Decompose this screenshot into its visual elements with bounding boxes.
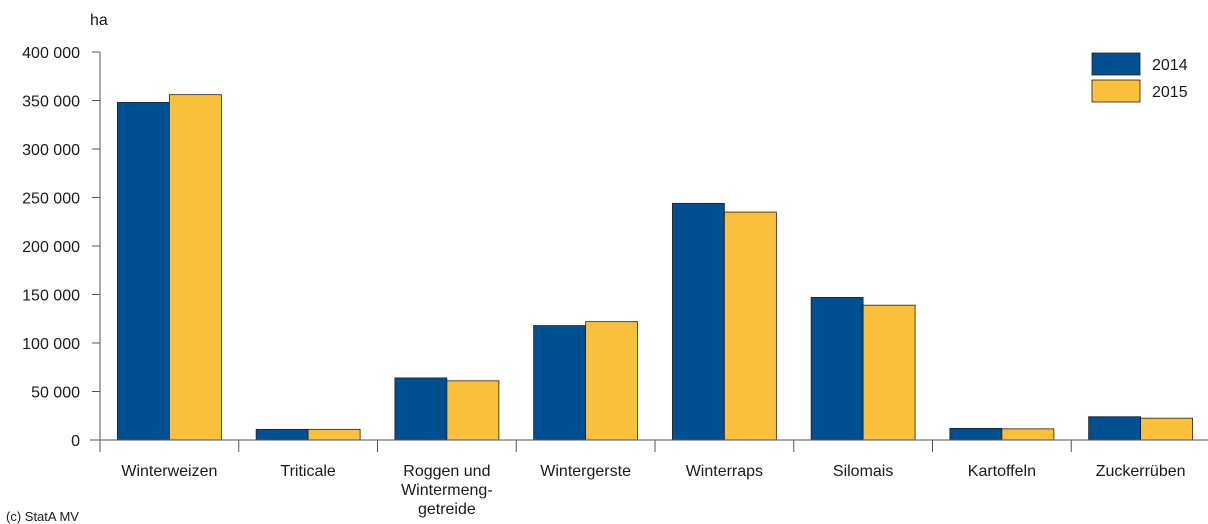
bar-2015-8 xyxy=(1140,417,1194,441)
bar-2014-6 xyxy=(810,297,864,441)
legend-label-2014: 2014 xyxy=(1152,57,1188,74)
bar-2014-5 xyxy=(671,202,725,441)
y-tick-label: 300 000 xyxy=(22,142,80,159)
x-category-label: Winterraps xyxy=(686,463,763,480)
x-category-label: Kartoffeln xyxy=(968,463,1036,480)
bar-2014-4 xyxy=(533,325,587,441)
x-category-label: Roggen und Wintermeng-getreide xyxy=(401,463,493,518)
y-tick-label: 0 xyxy=(71,433,80,450)
legend: 2014 2015 xyxy=(1091,52,1188,103)
y-tick-label: 350 000 xyxy=(22,94,80,111)
legend-swatch-2014 xyxy=(1091,52,1141,76)
x-category-label: Zuckerrüben xyxy=(1096,463,1186,480)
y-tick-label: 50 000 xyxy=(31,385,80,402)
y-axis-unit-label: ha xyxy=(90,12,108,29)
bar-2015-4 xyxy=(585,321,639,441)
bar-2015-7 xyxy=(1001,428,1055,441)
bar-2015-5 xyxy=(723,211,777,441)
legend-swatch-2015 xyxy=(1091,79,1141,103)
bar-2014-2 xyxy=(255,428,309,441)
legend-label-2015: 2015 xyxy=(1152,84,1188,101)
x-category-label: Winterweizen xyxy=(121,463,217,480)
bar-2015-3 xyxy=(446,380,500,441)
y-tick-label: 150 000 xyxy=(22,288,80,305)
bar-2014-1 xyxy=(116,102,170,441)
bar-2014-3 xyxy=(394,377,448,441)
bars xyxy=(116,94,1194,441)
y-tick-label: 250 000 xyxy=(22,191,80,208)
x-axis: Winterweizen Triticale Roggen und Wintermen… xyxy=(90,439,1208,518)
y-tick-label: 100 000 xyxy=(22,336,80,353)
x-category-label: Triticale xyxy=(280,463,336,480)
bar-2015-1 xyxy=(168,94,222,441)
x-category-label: Wintergerste xyxy=(540,463,631,480)
bar-2015-2 xyxy=(307,428,361,441)
x-category-label: Silomais xyxy=(833,463,893,480)
source-label: (c) StatA MV xyxy=(6,509,79,524)
bar-2015-6 xyxy=(862,304,916,441)
y-tick-label: 200 000 xyxy=(22,239,80,256)
bar-2014-7 xyxy=(949,427,1003,441)
y-axis-ticks: 0 50 000 100 000 150 000 200 000 250 000 300 0… xyxy=(22,45,101,450)
bar-2014-8 xyxy=(1088,416,1142,441)
y-tick-label: 400 000 xyxy=(22,45,80,62)
